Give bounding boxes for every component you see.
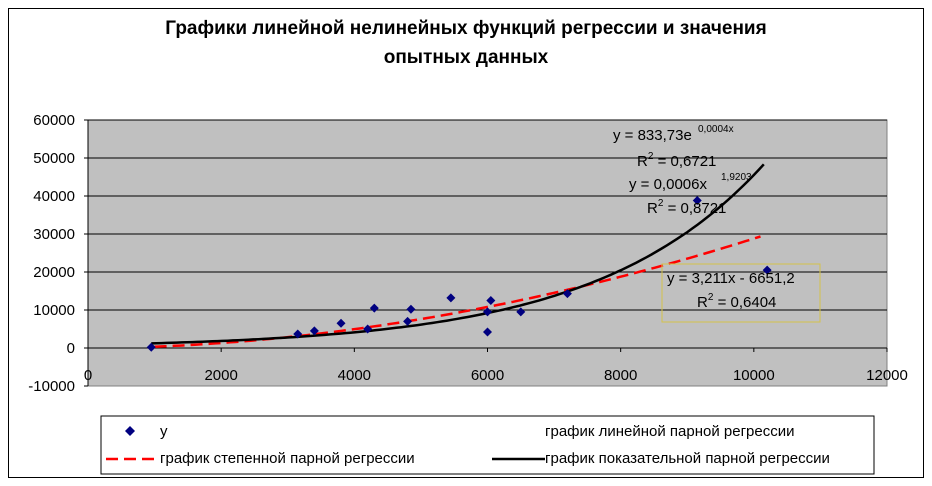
data-point [309,326,319,336]
data-point [446,293,456,303]
exp-eq-label: y = 833,73e [613,127,692,144]
data-point [146,342,156,352]
data-point [403,316,413,326]
y-tick-label: 50000 [33,150,75,167]
fit-curves [151,163,765,348]
linear-eq-label: y = 3,211x - 6651,2 [667,270,795,287]
data-point [369,303,379,313]
x-tick-label: 0 [84,367,92,384]
data-point [762,265,772,275]
data-point [406,304,416,314]
y-tick-label: 60000 [33,112,75,129]
y-tick-label: 10000 [33,302,75,319]
y-tick-label: 40000 [33,188,75,205]
power-r2-label: R2 = 0,8721 [647,198,726,217]
data-point [336,318,346,328]
data-point [692,196,702,206]
legend-label-linear: график линейной парной регрессии [545,423,795,440]
power-eq-label: y = 0,0006x [629,176,707,193]
legend-label-power: график степенной парной регрессии [160,450,415,467]
x-tick-label: 6000 [471,367,504,384]
y-tick-label: 20000 [33,264,75,281]
data-point [483,327,492,337]
linear-r2-label: R2 = 0,6404 [697,292,776,311]
legend-box [100,415,875,475]
y-tick-labels: 60000 50000 40000 30000 20000 10000 0 -10000 [28,112,75,395]
x-tick-label: 2000 [204,367,237,384]
data-point [293,329,303,339]
legend-label-exp: график показательной парной регрессии [545,450,830,467]
plot-area [87,119,888,387]
data-point [363,324,373,334]
data-point [562,289,572,299]
data-points [146,196,772,352]
chart-title-line-1: Графики линейной нелинейных функций регр… [165,18,767,39]
linear-eq-box [661,263,821,323]
data-point [486,296,496,305]
x-tick-label: 12000 [866,367,908,384]
chart-title: Графики линейной нелинейных функций регр… [0,14,932,72]
y-tick-label: 0 [67,340,75,357]
exp-r2-label: R2 = 0,6721 [637,151,716,170]
exp-fit-line [151,163,765,345]
legend-label-y: y [160,423,168,440]
x-tick-label: 10000 [733,367,775,384]
exp-eq-exponent: 0,0004x [698,124,734,135]
chart-title-line-2: опытных данных [383,47,549,68]
axes [84,119,888,387]
legend-marker-y [125,426,135,436]
x-tick-label: 8000 [604,367,637,384]
power-eq-exponent: 1,9203 [721,172,752,183]
y-tick-label: 30000 [33,226,75,243]
y-tick-label: -10000 [28,378,75,395]
x-tick-label: 4000 [338,367,371,384]
data-point [483,307,492,317]
x-tick-labels: 0 2000 4000 6000 8000 10000 12000 [84,367,908,384]
data-point [516,307,526,317]
